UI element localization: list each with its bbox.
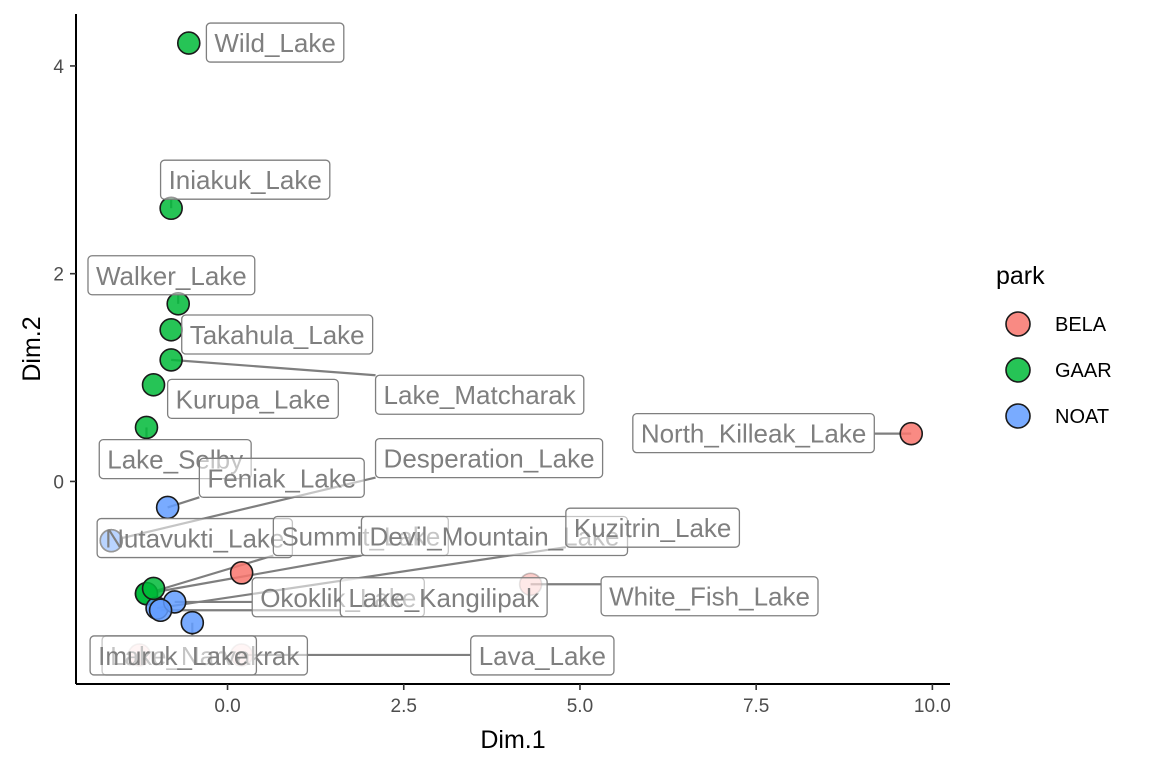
data-point [166,292,191,316]
x-axis-title: Dim.1 [480,726,545,754]
point-label: White_Fish_Lake [609,582,810,612]
point-label: Iniakuk_Lake [169,165,322,195]
legend: park BELA GAAR NOAT [996,262,1112,429]
point-label: Kuzitrin_Lake [574,513,732,543]
legend-key [1005,357,1031,383]
data-point [159,348,183,372]
point-label: Desperation_Lake [384,444,595,474]
label-connector [146,554,362,595]
data-point [176,31,201,55]
point-label-box [374,437,604,479]
data-point [134,415,159,440]
point-label: Lake_Kangilipak [348,583,540,613]
point-label: Wild_Lake [214,28,335,58]
label-connector [146,554,274,595]
point-label-box [205,22,345,63]
point-label-box [159,159,331,200]
point-label-box [87,255,256,296]
point-label: Feniak_Lake [207,463,356,493]
data-point [159,317,183,342]
point-label: Kurupa_Lake [176,384,331,414]
label-connector [171,358,376,377]
point-label: Lava_Lake [479,641,606,671]
point-label-box [181,314,374,355]
data-point [155,495,180,520]
point-label-box [470,635,615,676]
y-tick-label: 0 [53,472,64,493]
legend-label: NOAT [1055,406,1109,428]
x-tick-label: 5.0 [567,696,593,717]
point-label-box [374,374,585,415]
axes: 0.0 2.5 5.0 7.5 10.0 0 2 4 Dim.1 Dim.2 [18,14,951,754]
data-point [159,196,183,221]
data-point [148,598,173,623]
x-tick-label: 0.0 [214,696,240,717]
y-tick-label: 4 [53,57,64,78]
y-tick-label: 2 [53,265,64,286]
data-point [141,576,166,601]
legend-title: park [996,262,1045,290]
y-axis-title: Dim.2 [18,316,46,381]
legend-label: BELA [1055,314,1107,336]
point-label: Takahula_Lake [190,320,365,350]
legend-key [1005,311,1031,337]
point-label: Walker_Lake [96,261,247,291]
data-point [180,610,205,635]
point-label-box [600,576,819,617]
legend-label: GAAR [1055,360,1112,382]
point-labels: Wild_Lake Iniakuk_Lake Walker_Lake Takahula… [87,22,875,676]
point-label-box [89,635,258,676]
point-label: Imuruk_Lake [98,641,248,671]
data-point [229,561,254,585]
point-label: Nutavukti_Lake [105,524,284,554]
point-label-box [166,378,339,420]
point-label-box [565,507,741,548]
data-point [141,373,166,397]
x-tick-label: 2.5 [391,696,417,717]
point-label-box [198,457,365,498]
x-tick-label: 10.0 [914,696,951,717]
point-label: North_Killeak_Lake [641,419,866,449]
point-label-box [632,413,875,454]
x-tick-label: 7.5 [743,696,769,717]
point-label-box [339,577,548,618]
data-point [899,421,924,446]
point-label: Lake_Matcharak [384,380,577,410]
legend-key [1005,403,1031,429]
